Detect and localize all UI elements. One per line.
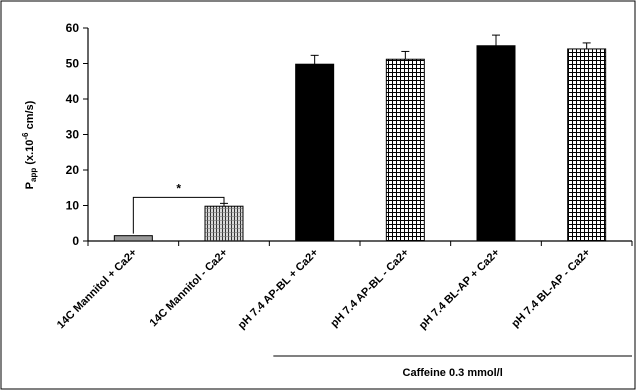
y-tick-label: 50 [66, 57, 80, 71]
y-axis-title: Papp (x.10-6 cm/s) [21, 100, 38, 189]
y-axis-title-rest: (x.10 [24, 140, 36, 168]
svg-text:Papp (x.10-6 cm/s): Papp (x.10-6 cm/s) [21, 100, 38, 189]
y-tick-label: 40 [66, 92, 80, 106]
bar [113, 235, 153, 242]
y-axis-title-unit: cm/s) [24, 100, 36, 132]
y-axis-title-sub: app [29, 168, 38, 182]
y-tick-label: 0 [72, 234, 79, 248]
significance-bracket [132, 196, 225, 234]
y-tick-label: 10 [66, 199, 80, 213]
y-tick-label: 60 [66, 21, 80, 35]
annotations: * Caffeine 0.3 mmol/l [132, 181, 632, 379]
bar [204, 205, 244, 242]
bar [476, 45, 516, 242]
y-axis-title-sup: -6 [21, 132, 30, 140]
significance-label: * [176, 181, 181, 195]
y-axis-title-main: P [24, 182, 36, 189]
bars [113, 45, 607, 242]
group-label: Caffeine 0.3 mmol/l [403, 367, 503, 379]
bar [295, 63, 335, 242]
bar [385, 58, 425, 242]
axes: 0 10 20 30 40 50 60 [66, 21, 633, 248]
bar [567, 48, 607, 242]
y-tick-label: 20 [66, 163, 80, 177]
y-tick-label: 30 [66, 128, 80, 142]
